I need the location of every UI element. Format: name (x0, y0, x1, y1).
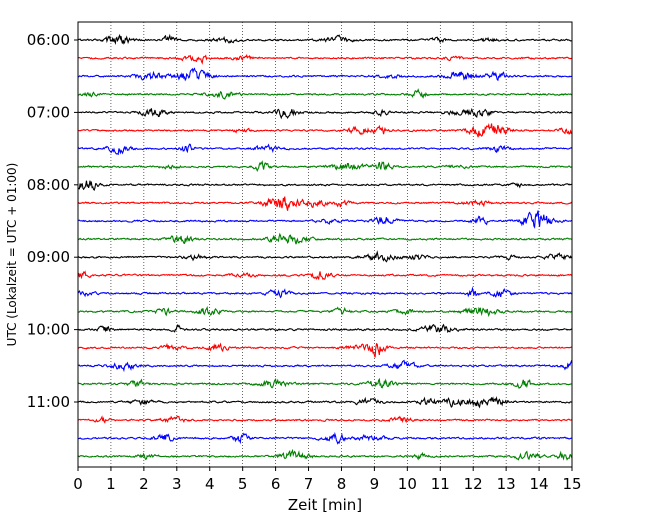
x-tick-label: 3 (172, 475, 182, 493)
trace-0630 (77, 67, 573, 82)
y-axis-ticks: 06:00 07:00 08:00 09:00 10:00 11:00 (27, 31, 78, 411)
x-tick-label: 1 (106, 475, 116, 493)
trace-1045 (77, 377, 573, 390)
trace-0815 (77, 196, 573, 211)
x-tick-label: 8 (337, 475, 347, 493)
y-tick-label: 09:00 (27, 248, 70, 266)
x-tick-label: 6 (271, 475, 281, 493)
trace-0615 (77, 53, 573, 65)
trace-0600 (77, 33, 573, 46)
trace-1115 (77, 415, 573, 424)
x-tick-label: 5 (238, 475, 248, 493)
x-tick-label: 14 (530, 475, 549, 493)
x-tick-label: 2 (139, 475, 149, 493)
x-tick-label: 11 (431, 475, 450, 493)
y-axis-label: UTC (Lokalzeit = UTC + 01:00) (5, 163, 19, 347)
y-tick-label: 11:00 (27, 393, 70, 411)
trace-0745 (77, 160, 573, 172)
trace-group (77, 33, 573, 461)
trace-0715 (77, 123, 573, 138)
x-tick-label: 10 (398, 475, 417, 493)
y-tick-label: 07:00 (27, 103, 70, 121)
trace-1130 (77, 431, 573, 445)
trace-0915 (77, 270, 573, 281)
x-tick-label: 12 (464, 475, 483, 493)
x-axis-ticks: 0 1 2 3 4 5 6 7 8 9 10 11 12 13 14 15 (73, 467, 582, 493)
y-tick-label: 06:00 (27, 31, 70, 49)
trace-0845 (77, 232, 573, 245)
x-tick-label: 7 (304, 475, 314, 493)
trace-0945 (77, 305, 573, 318)
x-tick-label: 15 (562, 475, 581, 493)
trace-0730 (77, 143, 573, 156)
trace-0830 (77, 210, 573, 229)
trace-0700 (77, 107, 573, 120)
trace-0645 (77, 88, 573, 100)
trace-1100 (77, 395, 573, 409)
trace-1030 (77, 359, 573, 373)
x-tick-label: 0 (73, 475, 83, 493)
y-tick-label: 08:00 (27, 176, 70, 194)
plot-frame (77, 21, 573, 468)
trace-1000 (77, 323, 573, 334)
trace-0900 (77, 250, 573, 263)
x-axis-label: Zeit [min] (288, 496, 362, 514)
trace-0930 (77, 286, 573, 299)
x-tick-label: 4 (205, 475, 215, 493)
x-tick-label: 9 (370, 475, 380, 493)
x-tick-label: 13 (497, 475, 516, 493)
y-tick-label: 10:00 (27, 321, 70, 339)
trace-1145 (77, 448, 573, 461)
trace-0800 (77, 180, 573, 191)
trace-1015 (77, 342, 573, 358)
